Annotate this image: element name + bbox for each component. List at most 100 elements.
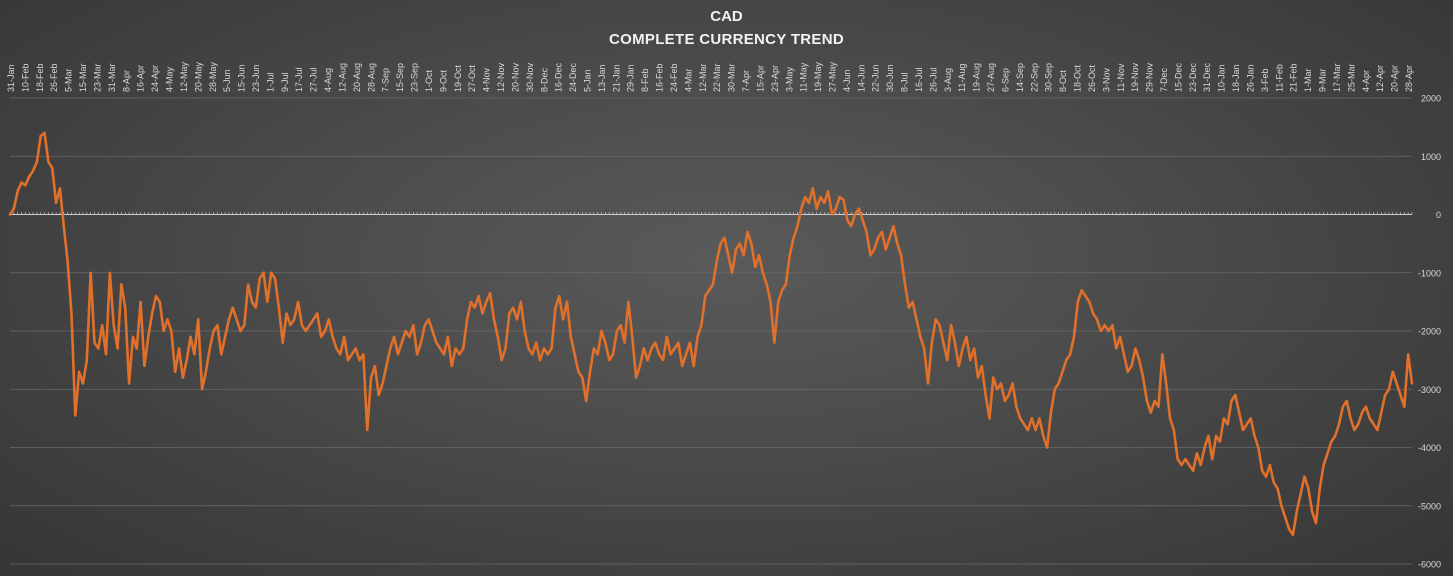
x-tick-label: 8-Apr [121,70,131,92]
x-tick-label: 31-Dec [1202,62,1212,92]
x-tick-label: 1-Oct [424,69,434,92]
y-tick-label: -1000 [1418,268,1441,278]
x-tick-label: 8-Jul [900,72,910,92]
x-tick-label: 19-Aug [972,63,982,92]
x-tick-label: 20-Nov [510,62,520,92]
y-tick-label: 2000 [1421,94,1441,104]
x-tick-label: 14-Sep [1015,63,1025,92]
x-tick-label: 1-Jul [265,72,275,92]
x-tick-label: 23-Jun [251,64,261,92]
x-tick-label: 9-Oct [438,69,448,92]
x-tick-label: 26-Jul [928,67,938,92]
series-line [8,131,1414,537]
x-tick-label: 26-Jan [1245,64,1255,92]
x-tick-label: 17-Mar [1332,63,1342,92]
x-tick-label: 1-Mar [1303,68,1313,92]
x-tick-label: 19-May [813,61,823,92]
x-tick-label: 28-Apr [1404,65,1414,92]
x-tick-label: 18-Oct [1073,64,1083,92]
y-tick-label: -6000 [1418,560,1441,570]
x-tick-label: 4-Apr [1361,70,1371,92]
y-tick-label: -4000 [1418,443,1441,453]
x-tick-label: 12-May [179,61,189,92]
x-tick-label: 12-Aug [337,63,347,92]
x-tick-label: 17-Jul [294,67,304,92]
x-tick-label: 21-Jan [611,64,621,92]
x-tick-label: 24-Feb [669,63,679,92]
x-tick-label: 20-May [193,61,203,92]
x-tick-label: 5-Jan [582,69,592,92]
x-tick-label: 8-Feb [640,68,650,92]
x-tick-label: 10-Feb [20,63,30,92]
x-tick-label: 19-Oct [453,64,463,92]
x-tick-label: 9-Jul [280,72,290,92]
x-tick-label: 21-Feb [1289,63,1299,92]
x-tick-label: 11-May [799,62,809,92]
x-tick-label: 27-Jul [309,67,319,92]
x-tick-label: 13-Jan [597,64,607,92]
x-tick-label: 9-Mar [1318,68,1328,92]
x-tick-label: 6-Sep [1000,68,1010,92]
chart-subtitle: COMPLETE CURRENCY TREND [609,31,844,48]
x-tick-label: 3-Nov [1101,67,1111,92]
x-tick-label: 27-May [828,61,838,92]
x-tick-label: 31-Jan [6,64,16,92]
x-tick-label: 30-Nov [525,62,535,92]
x-tick-label: 30-Mar [727,63,737,92]
x-tick-label: 18-Feb [35,63,45,92]
x-tick-label: 16-Apr [136,65,146,92]
gridlines [9,97,1413,565]
y-tick-label: 0 [1436,210,1441,220]
x-tick-label: 12-Mar [698,63,708,92]
x-tick-label: 3-May [784,66,794,92]
x-tick-label: 25-Mar [1346,63,1356,92]
x-tick-label: 15-Apr [755,65,765,92]
x-tick-label: 4-May [165,66,175,92]
x-tick-label: 20-Aug [352,63,362,92]
x-tick-label: 16-Feb [655,63,665,92]
x-tick-label: 15-Jun [237,64,247,92]
y-tick-label: -3000 [1418,385,1441,395]
x-tick-label: 16-Dec [554,62,564,92]
x-tick-label: 3-Aug [943,68,953,92]
x-tick-label: 3-Feb [1260,68,1270,92]
x-tick-label: 5-Jun [222,69,232,92]
x-tick-label: 20-Apr [1390,65,1400,92]
x-tick-label: 4-Mar [683,68,693,92]
x-tick-label: 26-Feb [49,63,59,92]
x-tick-label: 31-Mar [107,63,117,92]
x-tick-label: 8-Dec [539,67,549,92]
y-tick-label: -2000 [1418,327,1441,337]
x-tick-label: 29-Nov [1145,62,1155,92]
x-tick-label: 7-Dec [1159,67,1169,92]
x-tick-label: 11-Aug [957,64,967,92]
x-tick-label: 5-Mar [64,68,74,92]
x-tick-label: 4-Nov [482,67,492,92]
x-tick-label: 23-Apr [770,65,780,92]
x-tick-label: 12-Apr [1375,65,1385,92]
x-tick-label: 11-Nov [1116,63,1126,92]
x-tick-label: 16-Jul [914,67,924,92]
x-tick-label: 23-Mar [92,63,102,92]
x-tick-label: 23-Sep [410,63,420,92]
x-tick-label: 12-Nov [496,62,506,92]
x-tick-label: 4-Jun [842,69,852,92]
x-tick-label: 15-Dec [1173,62,1183,92]
x-tick-label: 24-Apr [150,65,160,92]
x-tick-label: 14-Jun [856,64,866,92]
x-tick-label: 28-May [208,61,218,92]
x-tick-label: 28-Aug [366,63,376,92]
x-tick-label: 30-Sep [1044,63,1054,92]
chart-title: CAD [710,8,743,25]
x-tick-label: 18-Jan [1231,64,1241,92]
x-tick-label: 11-Feb [1274,64,1284,92]
x-tick-label: 7-Sep [381,68,391,92]
x-tick-label: 15-Sep [395,63,405,92]
y-tick-label: -5000 [1418,501,1441,511]
y-axis-tick-labels: 2000 1000 0 -1000 -2000 -3000 -4000 -5000 -6000 [1418,94,1441,570]
x-tick-label: 22-Jun [871,64,881,92]
x-tick-label: 27-Aug [986,63,996,92]
x-tick-label: 23-Dec [1188,62,1198,92]
x-tick-label: 19-Nov [1130,62,1140,92]
